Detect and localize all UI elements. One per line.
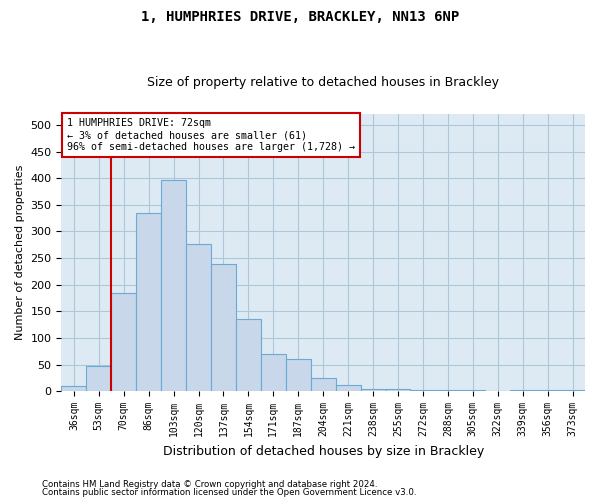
Bar (361, 388, 386, 391)
Y-axis label: Number of detached properties: Number of detached properties (15, 165, 25, 340)
Bar (311, 378, 335, 391)
Bar (161, 180, 186, 391)
Bar (535, 390, 560, 391)
Bar (560, 390, 585, 391)
Text: 1 HUMPHRIES DRIVE: 72sqm
← 3% of detached houses are smaller (61)
96% of semi-de: 1 HUMPHRIES DRIVE: 72sqm ← 3% of detache… (67, 118, 355, 152)
Bar (61, 386, 86, 391)
Text: 1, HUMPHRIES DRIVE, BRACKLEY, NN13 6NP: 1, HUMPHRIES DRIVE, BRACKLEY, NN13 6NP (141, 10, 459, 24)
Bar (186, 244, 211, 391)
Bar (510, 390, 535, 391)
Bar (286, 358, 311, 391)
Bar (485, 390, 510, 391)
Text: Contains public sector information licensed under the Open Government Licence v3: Contains public sector information licen… (42, 488, 416, 497)
Title: Size of property relative to detached houses in Brackley: Size of property relative to detached ho… (147, 76, 499, 90)
Bar (386, 388, 410, 391)
X-axis label: Distribution of detached houses by size in Brackley: Distribution of detached houses by size … (163, 444, 484, 458)
Bar (335, 385, 361, 391)
Bar (436, 390, 460, 391)
Text: Contains HM Land Registry data © Crown copyright and database right 2024.: Contains HM Land Registry data © Crown c… (42, 480, 377, 489)
Bar (410, 390, 436, 391)
Bar (111, 292, 136, 391)
Bar (136, 213, 161, 391)
Bar (460, 390, 485, 391)
Bar (86, 366, 111, 391)
Bar (236, 319, 261, 391)
Bar (211, 264, 236, 391)
Bar (261, 354, 286, 391)
